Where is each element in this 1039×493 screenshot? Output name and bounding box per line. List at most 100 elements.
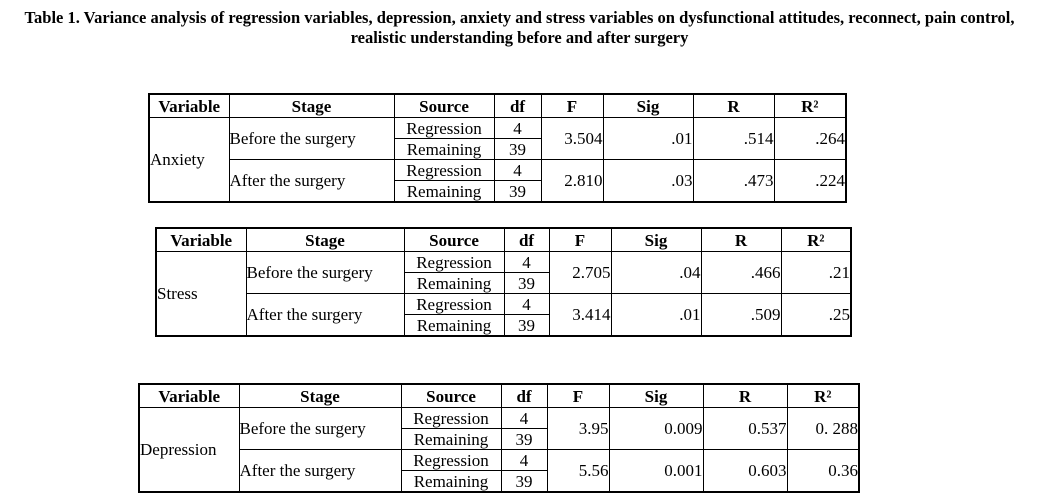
header-stage: Stage [245,227,405,252]
table-row: Remaining 39 [139,428,859,450]
source-cell: Regression [400,449,502,471]
df-cell: 39 [493,180,542,203]
variable-cell: Stress [155,251,247,337]
header-f: F [540,93,604,118]
table-row: After the surgery Regression 4 5.56 0.00… [139,449,860,493]
table-row: Remaining 39 [139,470,859,493]
r-value: 0.537 [702,407,788,450]
df-cell: 39 [503,314,550,337]
r-value: .473 [692,159,775,203]
source-cell: Regression [403,293,505,315]
r-value: 0.603 [702,449,788,493]
table-row: Anxiety Before the surgery Regression 4 … [148,117,847,203]
df-cell: 4 [500,407,548,429]
header-df: df [493,93,542,118]
f-value: 3.504 [540,117,604,160]
header-r: R [692,93,775,118]
f-value: 3.414 [548,293,612,337]
r2-value: .21 [780,251,852,294]
header-sig: Sig [608,383,704,408]
stage-cell: Before the surgery [245,251,405,294]
header-row: Variable Stage Source df F Sig R R² [138,383,860,408]
stage-cell: Before the surgery [238,407,402,450]
r2-value: 0.36 [786,449,860,493]
source-cell: Regression [400,407,502,429]
stage-cell: After the surgery [245,293,405,337]
variable-cell: Anxiety [148,117,230,203]
header-df: df [500,383,548,408]
header-f: F [548,227,612,252]
header-stage: Stage [238,383,402,408]
source-cell: Remaining [403,272,505,294]
sig-value: 0.009 [608,407,704,450]
source-cell: Remaining [403,314,505,337]
sig-value: .04 [610,251,702,294]
table-row: After the surgery Regression 4 3.414 .01… [156,293,852,337]
header-f: F [546,383,610,408]
f-value: 2.810 [540,159,604,203]
header-sig: Sig [610,227,702,252]
header-sig: Sig [602,93,694,118]
header-r2: R² [786,383,860,408]
stage-cell: After the surgery [238,449,402,493]
source-cell: Regression [393,159,495,181]
source-cell: Remaining [400,470,502,493]
df-cell: 4 [493,117,542,139]
source-cell: Remaining [400,428,502,450]
header-row: Variable Stage Source df F Sig R R² [148,93,847,118]
sig-value: 0.001 [608,449,704,493]
header-r: R [702,383,788,408]
df-cell: 39 [503,272,550,294]
f-value: 3.95 [546,407,610,450]
header-df: df [503,227,550,252]
r2-value: .25 [780,293,852,337]
header-variable: Variable [155,227,247,252]
table-row: Remaining 39 [149,138,846,160]
header-source: Source [393,93,495,118]
df-cell: 4 [503,251,550,273]
table-row: Remaining 39 [156,314,851,337]
r-value: .509 [700,293,782,337]
sig-value: .03 [602,159,694,203]
table-row: Stress Before the surgery Regression 4 2… [155,251,852,337]
df-cell: 4 [493,159,542,181]
r2-value: .264 [773,117,847,160]
header-r2: R² [780,227,852,252]
df-cell: 39 [500,470,548,493]
sig-value: .01 [610,293,702,337]
f-value: 2.705 [548,251,612,294]
table-caption: Table 1. Variance analysis of regression… [24,8,1015,47]
table-row: After the surgery Regression 4 2.810 .03… [149,159,847,203]
df-cell: 4 [500,449,548,471]
header-row: Variable Stage Source df F Sig R R² [155,227,852,252]
source-cell: Regression [403,251,505,273]
variable-cell: Depression [138,407,240,493]
sig-value: .01 [602,117,694,160]
source-cell: Remaining [393,180,495,203]
header-r2: R² [773,93,847,118]
table-row: Remaining 39 [149,180,846,203]
df-cell: 39 [493,138,542,160]
r-value: .514 [692,117,775,160]
header-stage: Stage [228,93,395,118]
header-variable: Variable [148,93,230,118]
df-cell: 4 [503,293,550,315]
stage-cell: Before the surgery [228,117,395,160]
table-depression: Variable Stage Source df F Sig R R² Depr… [138,383,860,493]
r2-value: 0. 288 [786,407,860,450]
header-source: Source [400,383,502,408]
header-r: R [700,227,782,252]
table-row: Depression Before the surgery Regression… [138,407,860,493]
table-stress: Variable Stage Source df F Sig R R² Stre… [155,227,852,337]
table-anxiety: Variable Stage Source df F Sig R R² Anxi… [148,93,847,203]
header-variable: Variable [138,383,240,408]
r-value: .466 [700,251,782,294]
table-row: Remaining 39 [156,272,851,294]
source-cell: Remaining [393,138,495,160]
r2-value: .224 [773,159,847,203]
stage-cell: After the surgery [228,159,395,203]
source-cell: Regression [393,117,495,139]
header-source: Source [403,227,505,252]
f-value: 5.56 [546,449,610,493]
